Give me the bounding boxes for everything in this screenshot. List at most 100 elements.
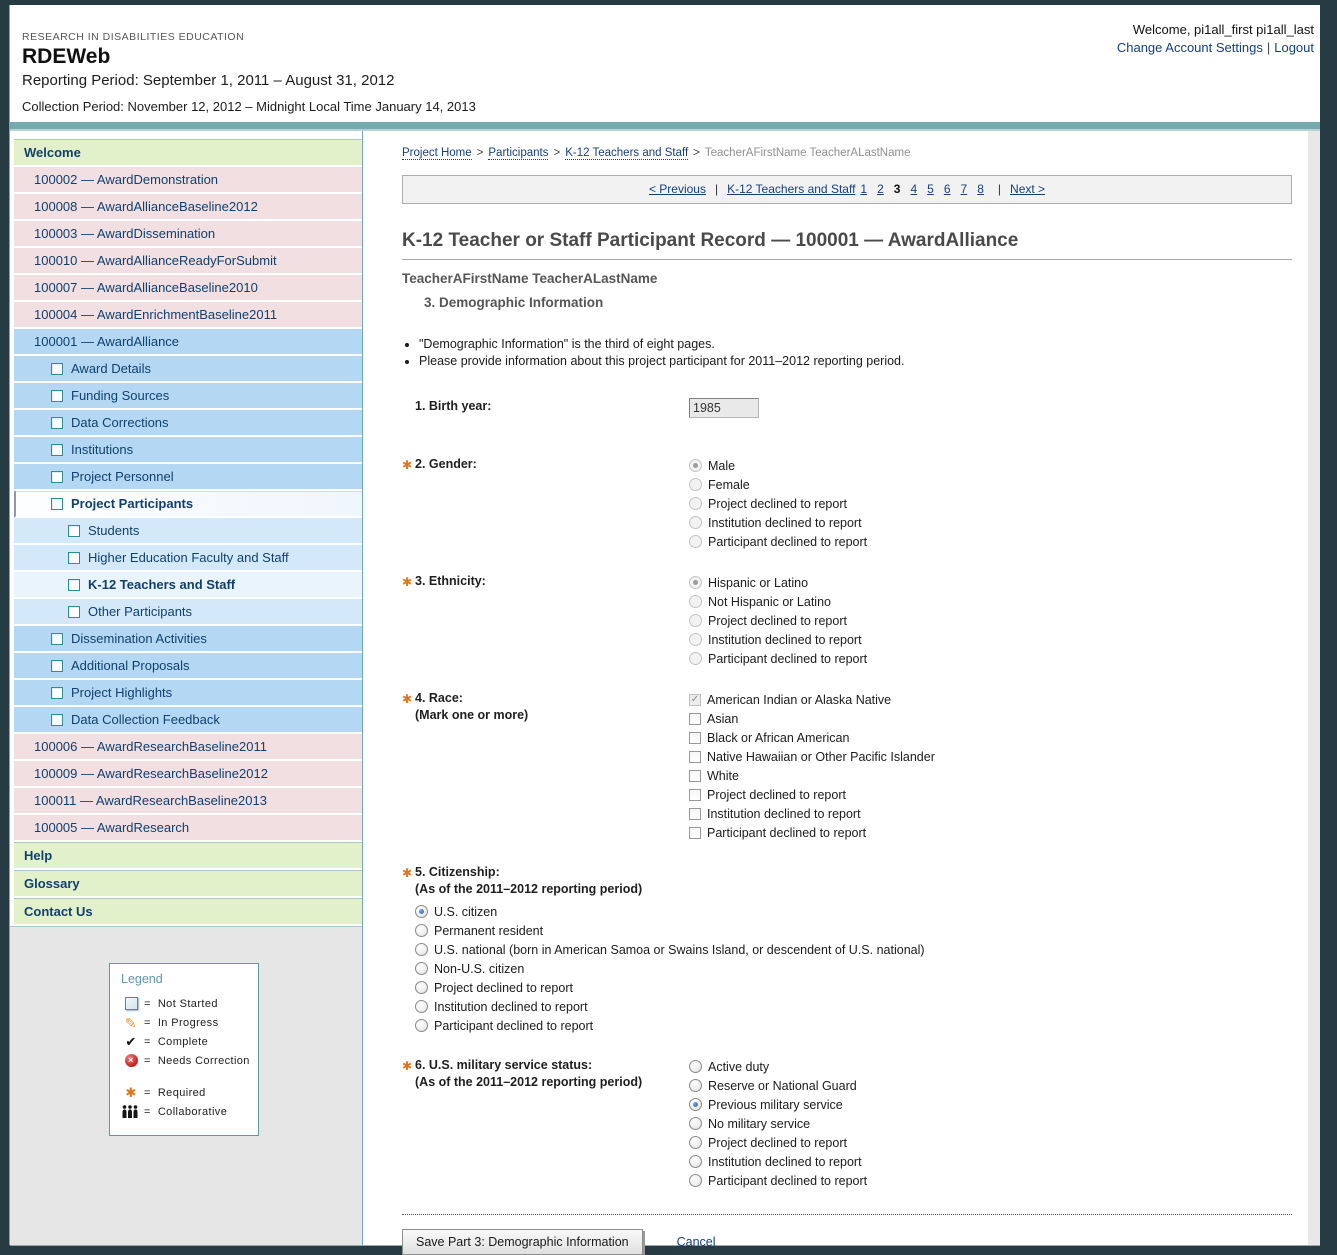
sidebar-item-100002-awarddemonstration[interactable]: 100002 — AwardDemonstration <box>14 167 362 194</box>
sidebar-item-label: 100011 — AwardResearchBaseline2013 <box>34 793 267 808</box>
radio-no-military-service[interactable] <box>689 1117 702 1130</box>
page-link-8[interactable]: 8 <box>977 182 984 196</box>
checkbox-institution-declined-to-report[interactable] <box>689 807 701 820</box>
sidebar-item-help[interactable]: Help <box>14 842 362 870</box>
legend-item-collaborative: = Collaborative <box>121 1102 258 1121</box>
radio-participant-declined-to-report[interactable] <box>689 1174 702 1187</box>
breadcrumb-link-project-home[interactable]: Project Home <box>402 147 472 160</box>
sidebar-item-additional-proposals[interactable]: Additional Proposals <box>14 653 362 680</box>
checkbox-native-hawaiian-or-other-pacific-islander[interactable] <box>689 750 701 763</box>
checkbox-asian[interactable] <box>689 712 701 725</box>
sidebar-item-100004-awardenrichmentbaseline2011[interactable]: 100004 — AwardEnrichmentBaseline2011 <box>14 302 362 329</box>
radio-u-s-citizen[interactable] <box>415 905 428 918</box>
radio-u-s-national-born-in-american-samoa-or-swains-island-or-descendent-of-u-s-national[interactable] <box>415 943 428 956</box>
legend-item-not-started: = Not Started <box>121 994 258 1013</box>
radio-previous-military-service[interactable] <box>689 1098 702 1111</box>
section-link[interactable]: K-12 Teachers and Staff <box>727 182 856 196</box>
radio-reserve-or-national-guard[interactable] <box>689 1079 702 1092</box>
sidebar-item-100006-awardresearchbaseline2011[interactable]: 100006 — AwardResearchBaseline2011 <box>14 734 362 761</box>
sidebar-item-higher-education-faculty-and-staff[interactable]: Higher Education Faculty and Staff <box>14 545 362 572</box>
checkbox-white[interactable] <box>689 769 701 782</box>
radio-institution-declined-to-report[interactable] <box>689 1155 702 1168</box>
radio-active-duty[interactable] <box>689 1060 702 1073</box>
not-started-icon <box>51 497 63 510</box>
cancel-link[interactable]: Cancel <box>676 1234 716 1250</box>
sidebar-item-100008-awardalliancebaseline2012[interactable]: 100008 — AwardAllianceBaseline2012 <box>14 194 362 221</box>
page-link-4[interactable]: 4 <box>910 182 918 196</box>
sidebar-item-100003-awarddissemination[interactable]: 100003 — AwardDissemination <box>14 221 362 248</box>
sidebar-item-funding-sources[interactable]: Funding Sources <box>14 383 362 410</box>
radio-non-u-s-citizen[interactable] <box>415 962 428 975</box>
page-link-1[interactable]: 1 <box>860 182 868 196</box>
sidebar-item-100005-awardresearch[interactable]: 100005 — AwardResearch <box>14 815 362 842</box>
sidebar-item-100007-awardalliancebaseline2010[interactable]: 100007 — AwardAllianceBaseline2010 <box>14 275 362 302</box>
radio-project-declined-to-report[interactable] <box>415 981 428 994</box>
option-institution-declined-to-report: Institution declined to report <box>689 1152 1292 1171</box>
sidebar-item-project-participants[interactable]: Project Participants <box>14 491 362 518</box>
radio-institution-declined-to-report[interactable] <box>415 1000 428 1013</box>
radio-male <box>689 459 702 472</box>
page-link-5[interactable]: 5 <box>927 182 934 196</box>
sidebar-item-100009-awardresearchbaseline2012[interactable]: 100009 — AwardResearchBaseline2012 <box>14 761 362 788</box>
sidebar-item-students[interactable]: Students <box>14 518 362 545</box>
save-button[interactable]: Save Part 3: Demographic Information <box>402 1229 643 1255</box>
sidebar-item-other-participants[interactable]: Other Participants <box>14 599 362 626</box>
sidebar-item-k-12-teachers-and-staff[interactable]: K-12 Teachers and Staff <box>14 572 362 599</box>
legend-item-in-progress: ✎ = In Progress <box>124 1014 219 1031</box>
option-institution-declined-to-report: Institution declined to report <box>689 513 1292 532</box>
sidebar-item-glossary[interactable]: Glossary <box>14 870 362 898</box>
legend-box: Legend = Not Started ✎ = In Progress ✔ = Comple… <box>109 963 259 1136</box>
radio-project-declined-to-report <box>689 614 702 627</box>
radio-project-declined-to-report[interactable] <box>689 1136 702 1149</box>
option-permanent-resident: Permanent resident <box>415 921 1292 940</box>
logout-link[interactable]: Logout <box>1274 40 1314 55</box>
sidebar-item-welcome[interactable]: Welcome <box>14 139 362 167</box>
page-current: 3 <box>893 182 901 196</box>
pager-separator: | <box>997 182 1002 196</box>
sidebar-item-label: Glossary <box>24 876 80 891</box>
breadcrumb-link-participants[interactable]: Participants <box>488 147 549 160</box>
option-female: Female <box>689 475 1292 494</box>
option-label: Female <box>708 477 750 492</box>
checkbox-project-declined-to-report[interactable] <box>689 788 701 801</box>
required-icon: ✱ <box>402 1059 413 1073</box>
question-label: ✱ 3. Ethnicity: <box>402 574 486 589</box>
radio-permanent-resident[interactable] <box>415 924 428 937</box>
option-label: Participant declined to report <box>707 825 867 840</box>
question-sublabel: (As of the 2011–2012 reporting period) <box>415 882 643 896</box>
option-label: Male <box>708 458 736 473</box>
instructions-list: "Demographic Information" is the third o… <box>419 337 1292 368</box>
previous-link[interactable]: < Previous <box>648 182 706 196</box>
checkbox-black-or-african-american[interactable] <box>689 731 701 744</box>
sidebar-item-contact-us[interactable]: Contact Us <box>14 898 362 926</box>
radio-participant-declined-to-report <box>689 652 702 665</box>
legend-item-complete: ✔ = Complete <box>125 1034 209 1049</box>
option-white: White <box>689 766 1292 785</box>
radio-participant-declined-to-report[interactable] <box>415 1019 428 1032</box>
legend-label: Needs Correction <box>157 1054 250 1067</box>
sidebar-item-project-personnel[interactable]: Project Personnel <box>14 464 362 491</box>
sidebar-item-label: 100005 — AwardResearch <box>34 820 190 835</box>
page-link-7[interactable]: 7 <box>960 182 968 196</box>
sidebar-item-100011-awardresearchbaseline2013[interactable]: 100011 — AwardResearchBaseline2013 <box>14 788 362 815</box>
sidebar-item-dissemination-activities[interactable]: Dissemination Activities <box>14 626 362 653</box>
breadcrumb-link-k-12-teachers-and-staff[interactable]: K-12 Teachers and Staff <box>565 147 689 160</box>
option-participant-declined-to-report: Participant declined to report <box>689 823 1292 842</box>
option-label: Institution declined to report <box>708 515 862 530</box>
sidebar-item-project-highlights[interactable]: Project Highlights <box>14 680 362 707</box>
page-link-2[interactable]: 2 <box>877 182 884 196</box>
sidebar-item-institutions[interactable]: Institutions <box>14 437 362 464</box>
sidebar-item-award-details[interactable]: Award Details <box>14 356 362 383</box>
legend-label: Complete <box>157 1035 209 1048</box>
change-account-settings-link[interactable]: Change Account Settings <box>1116 40 1263 55</box>
checkbox-participant-declined-to-report[interactable] <box>689 826 701 839</box>
page-link-6[interactable]: 6 <box>943 182 951 196</box>
in-progress-icon: ✎ <box>124 1014 138 1031</box>
sidebar-item-100010-awardalliancereadyforsubmit[interactable]: 100010 — AwardAllianceReadyForSubmit <box>14 248 362 275</box>
sidebar-item-100001-awardalliance[interactable]: 100001 — AwardAlliance <box>14 329 362 356</box>
next-link[interactable]: Next > <box>1010 182 1046 196</box>
sidebar-item-data-corrections[interactable]: Data Corrections <box>14 410 362 437</box>
sidebar-item-label: 100004 — AwardEnrichmentBaseline2011 <box>34 307 278 322</box>
sidebar-item-label: Funding Sources <box>71 388 170 403</box>
sidebar-item-data-collection-feedback[interactable]: Data Collection Feedback <box>14 707 362 734</box>
